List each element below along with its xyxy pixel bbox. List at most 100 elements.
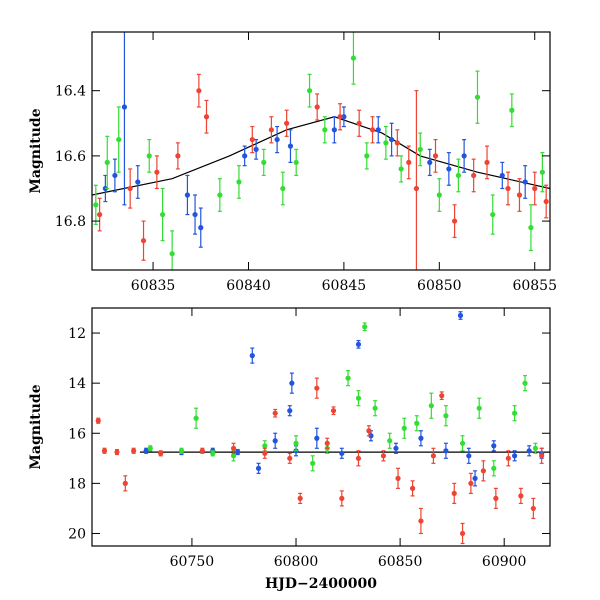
data-point xyxy=(249,353,255,359)
data-point xyxy=(217,192,223,198)
data-point xyxy=(355,341,362,347)
data-point xyxy=(268,127,274,133)
data-point xyxy=(355,395,362,401)
data-point xyxy=(178,448,185,454)
data-point xyxy=(491,443,497,449)
data-point xyxy=(314,104,320,110)
data-point xyxy=(393,445,399,451)
data-point xyxy=(401,425,407,431)
data-point xyxy=(432,153,439,159)
data-point xyxy=(451,218,458,224)
data-point xyxy=(289,380,295,386)
data-point xyxy=(375,127,381,133)
data-point xyxy=(484,159,490,166)
data-point xyxy=(196,88,202,94)
data-point xyxy=(287,408,293,414)
data-point xyxy=(428,403,434,409)
data-point xyxy=(272,438,278,444)
data-point xyxy=(324,440,330,446)
data-point xyxy=(532,185,538,192)
data-point xyxy=(122,480,128,486)
y-tick-label: 16.8 xyxy=(55,214,86,230)
data-point xyxy=(287,143,294,149)
data-point xyxy=(461,153,467,159)
data-point xyxy=(505,455,511,461)
data-point xyxy=(310,460,316,466)
data-point xyxy=(491,465,497,471)
data-point xyxy=(474,94,481,100)
data-point xyxy=(140,238,147,244)
data-point xyxy=(112,172,118,179)
data-point xyxy=(366,428,372,434)
x-tick-label: 60840 xyxy=(226,278,271,294)
data-point xyxy=(439,393,445,399)
data-point xyxy=(516,192,523,198)
plot-area xyxy=(92,32,550,270)
data-point xyxy=(230,445,237,451)
data-point xyxy=(97,211,103,218)
data-point xyxy=(198,225,204,231)
data-point xyxy=(443,413,449,419)
data-point xyxy=(293,440,299,446)
data-point xyxy=(387,438,393,444)
data-point xyxy=(135,179,141,185)
data-point xyxy=(417,146,423,152)
data-point xyxy=(455,172,461,179)
data-point xyxy=(518,493,524,499)
data-point xyxy=(512,410,518,416)
data-point xyxy=(368,433,374,439)
data-point xyxy=(306,88,313,94)
data-point xyxy=(509,107,515,113)
data-point xyxy=(175,153,181,159)
data-point xyxy=(280,185,286,192)
x-tick-label: 60850 xyxy=(378,554,423,570)
data-point xyxy=(490,211,496,218)
data-point xyxy=(468,480,474,486)
data-point xyxy=(284,120,290,126)
plot-frame xyxy=(91,31,551,271)
data-point xyxy=(505,185,511,192)
x-tick-label: 60850 xyxy=(417,278,462,294)
data-point xyxy=(314,435,320,441)
data-point xyxy=(466,453,472,459)
x-axis-label: HJD−2400000 xyxy=(265,576,377,592)
series-1 xyxy=(93,32,545,270)
x-tick-label: 60835 xyxy=(131,278,176,294)
data-point xyxy=(380,453,387,459)
data-point xyxy=(154,169,160,175)
top-panel: 60835 60840 60845 60850 60855 16.4 16.6 16.8 Mag… xyxy=(28,31,557,294)
data-point xyxy=(331,127,337,133)
data-point xyxy=(274,136,280,143)
data-point xyxy=(413,185,420,192)
data-point xyxy=(539,169,545,175)
y-tick-label: 16.6 xyxy=(55,149,86,165)
series-1 xyxy=(147,322,539,477)
y-tick-label: 12 xyxy=(68,326,86,342)
data-point xyxy=(131,448,137,454)
data-point xyxy=(389,136,395,143)
data-point xyxy=(253,146,259,152)
data-point xyxy=(193,415,199,421)
data-point xyxy=(398,166,404,172)
data-point xyxy=(543,198,549,205)
data-point xyxy=(476,405,482,411)
data-point xyxy=(532,445,539,451)
y-tick-label: 14 xyxy=(68,376,86,392)
data-point xyxy=(293,159,299,166)
data-point xyxy=(430,453,437,459)
data-point xyxy=(522,179,528,185)
data-point xyxy=(339,450,345,456)
x-tick-label: 60900 xyxy=(482,554,527,570)
data-point xyxy=(95,418,101,424)
series-2 xyxy=(95,377,545,545)
data-point xyxy=(116,136,122,143)
data-point xyxy=(337,114,343,120)
data-point xyxy=(480,468,486,474)
data-point xyxy=(493,495,499,501)
data-point xyxy=(322,127,328,133)
data-point xyxy=(395,475,401,481)
data-point xyxy=(262,443,268,449)
fit-curve xyxy=(92,116,550,196)
data-point xyxy=(356,120,362,126)
